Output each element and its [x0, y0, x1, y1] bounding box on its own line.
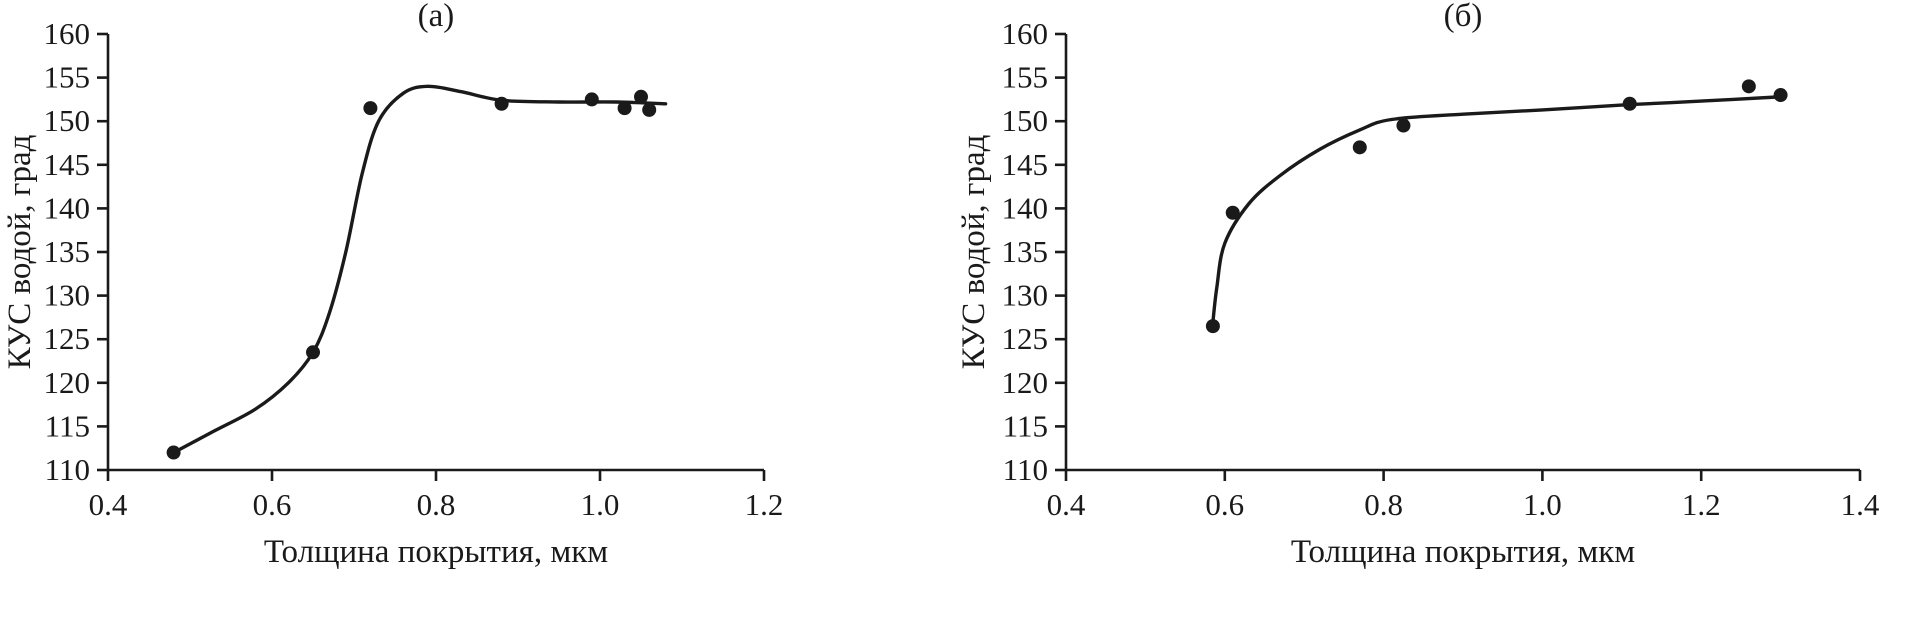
x-tick-label: 0.4 — [1047, 487, 1086, 522]
y-tick-label: 150 — [44, 103, 91, 138]
data-point — [1205, 319, 1220, 334]
data-point — [584, 92, 599, 107]
chart-svg-a: 0.4 0.6 0.8 1.0 1.2 110 115 120 125 130 135 140 145 1… — [2, 0, 784, 570]
x-tick-label: 0.8 — [417, 487, 456, 522]
y-tick-label: 125 — [44, 321, 91, 356]
x-tick-label: 0.6 — [253, 487, 292, 522]
fit-curve-a — [171, 84, 668, 455]
data-point — [1773, 88, 1788, 103]
y-axis-label-b: КУС водой, град — [956, 134, 992, 369]
y-tick-label: 130 — [1002, 278, 1049, 313]
y-tick-label: 120 — [44, 365, 91, 400]
data-point — [634, 89, 648, 104]
x-tick-label: 1.0 — [581, 487, 620, 522]
y-tick-label: 135 — [1002, 234, 1049, 269]
axes-a — [106, 34, 764, 472]
y-tick-label: 150 — [1002, 103, 1049, 138]
data-point — [1225, 205, 1240, 220]
x-tick-label: 0.6 — [1205, 487, 1244, 522]
y-tick-label: 115 — [1003, 408, 1048, 443]
y-tick-label: 140 — [44, 190, 91, 225]
data-point — [1741, 79, 1756, 94]
y-tick-label: 115 — [45, 408, 90, 443]
x-tick-label: 0.8 — [1364, 487, 1403, 522]
x-tick-label: 1.4 — [1841, 487, 1880, 522]
data-point — [363, 101, 378, 116]
x-tick-label: 1.2 — [1682, 487, 1721, 522]
y-tick-label: 135 — [44, 234, 91, 269]
data-point — [1622, 96, 1637, 111]
x-axis-label-b: Толщина покрытия, мкм — [1291, 534, 1635, 570]
data-point — [1396, 118, 1411, 133]
y-tick-label: 145 — [44, 147, 91, 182]
data-point — [1352, 140, 1367, 155]
chart-panel-b: 0.4 0.6 0.8 1.0 1.2 1.4 110 115 120 125 130 135 140 1… — [954, 0, 1908, 628]
y-tick-label: 145 — [1002, 147, 1049, 182]
y-tick-label: 155 — [44, 60, 91, 95]
chart-panel-a: 0.4 0.6 0.8 1.0 1.2 110 115 120 125 130 135 140 145 1… — [0, 0, 954, 628]
chart-svg-b: 0.4 0.6 0.8 1.0 1.2 1.4 110 115 120 125 130 135 140 1… — [956, 0, 1880, 570]
data-point — [642, 102, 657, 117]
y-tick-label: 160 — [1002, 16, 1049, 51]
data-point — [617, 101, 632, 116]
y-tick-label: 125 — [1002, 321, 1049, 356]
x-tick-label: 1.0 — [1523, 487, 1562, 522]
y-tick-label: 120 — [1002, 365, 1049, 400]
y-tick-label: 130 — [44, 278, 91, 313]
y-tick-label: 110 — [45, 452, 90, 487]
y-tick-label: 110 — [1003, 452, 1048, 487]
y-tick-label: 155 — [1002, 60, 1049, 95]
data-point — [306, 345, 320, 360]
y-tick-label: 140 — [1002, 190, 1049, 225]
y-tick-label: 160 — [44, 16, 91, 51]
data-point — [494, 96, 509, 111]
y-axis-label-a: КУС водой, град — [2, 134, 38, 369]
data-point — [166, 445, 181, 460]
x-axis-label-a: Толщина покрытия, мкм — [264, 534, 608, 570]
x-tick-label: 1.2 — [745, 487, 784, 522]
x-tick-label: 0.4 — [89, 487, 128, 522]
panel-label-a: (а) — [418, 0, 455, 34]
panel-label-b: (б) — [1444, 0, 1483, 34]
fit-curve-b — [1211, 95, 1783, 324]
